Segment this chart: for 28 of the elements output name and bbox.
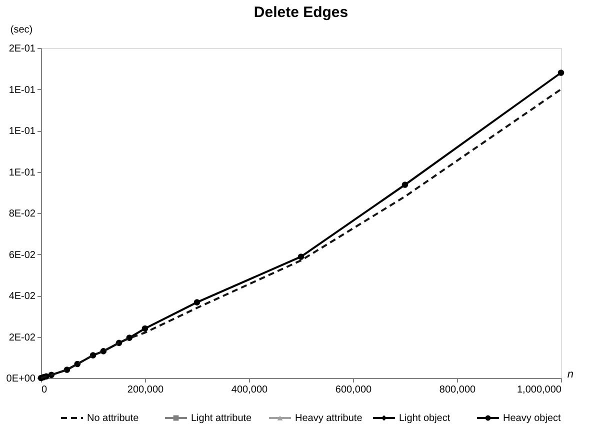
legend-label: Heavy attribute: [295, 413, 363, 424]
y-tick-label: 2E-01: [8, 44, 36, 54]
x-tick-label: 400,000: [231, 384, 268, 396]
y-tick-label: 2E-02: [8, 332, 36, 344]
x-tick-label: 0: [42, 384, 48, 396]
point: [402, 182, 408, 188]
point: [558, 70, 564, 76]
legend-label: No attribute: [87, 413, 140, 424]
y-tick-label: 0E+00: [6, 374, 36, 384]
x-tick-label: 1,000,000: [517, 384, 562, 396]
point: [298, 254, 304, 260]
y-tick-label: 6E-02: [8, 250, 36, 261]
x-tick-label: 600,000: [335, 384, 372, 396]
chart-title: Delete Edges: [254, 4, 348, 21]
y-tick-label: 1E-01: [8, 84, 36, 96]
legend-label: Light object: [399, 413, 450, 424]
y-tick-label: 1E-01: [8, 167, 36, 178]
point: [194, 299, 200, 306]
x-tick-label: 800,000: [439, 384, 476, 396]
legend-label: Heavy object: [503, 413, 562, 424]
x-axis-title: n: [567, 368, 574, 380]
y-tick-label: 1E-01: [8, 126, 36, 137]
point: [142, 325, 148, 332]
y-tick-label: 8E-02: [8, 208, 36, 220]
legend-label: Light attribute: [191, 413, 252, 424]
y-tick-label: 4E-02: [8, 291, 36, 302]
y-axis-title: (sec): [10, 24, 33, 36]
x-tick-label: 200,000: [127, 384, 164, 396]
